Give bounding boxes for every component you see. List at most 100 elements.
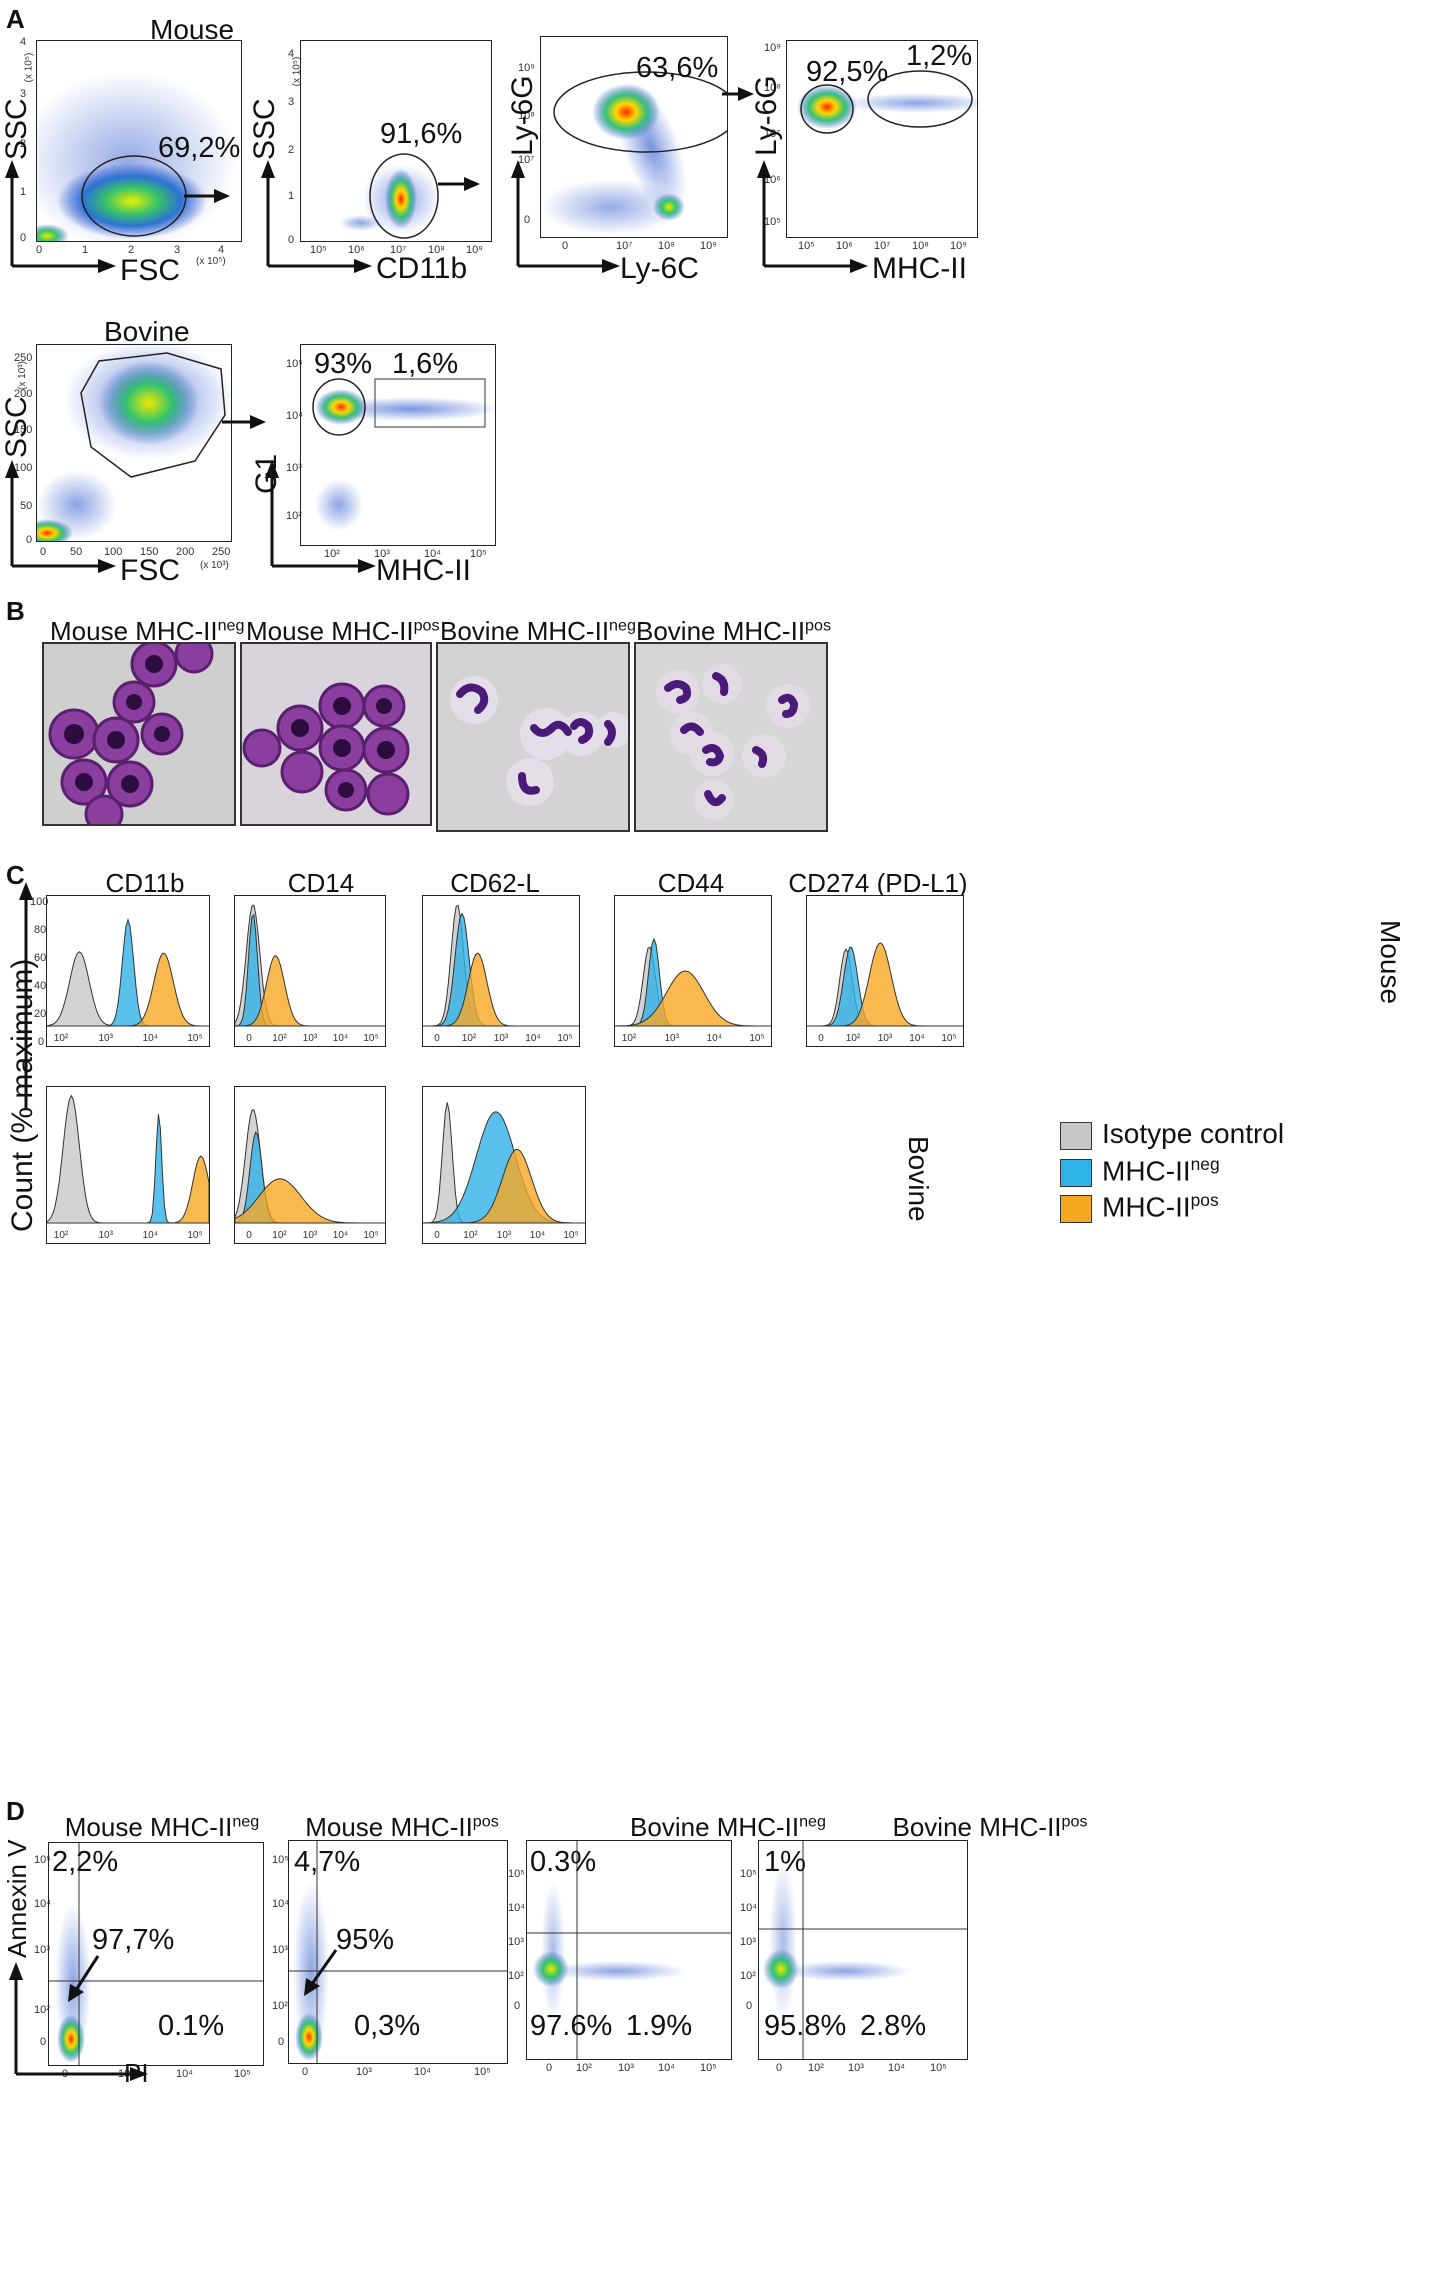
hist-xtick: 10⁵ (187, 1230, 202, 1241)
d-plot-4 (758, 1840, 968, 2060)
d1-ll: 97,7% (92, 1924, 175, 1956)
a-scatter-4 (797, 70, 977, 134)
d-title-4: Bovine MHC-IIpos (892, 1812, 1088, 1842)
d1-ytick-3: 10³ (34, 1944, 50, 1956)
hist-xtick: 10³ (303, 1230, 318, 1241)
hist-xtick: 10⁵ (749, 1033, 764, 1044)
a-scatter-5 (37, 345, 231, 541)
a2-ytick-3: 3 (288, 96, 295, 108)
hist-peak-bovine-cd11b-2 (47, 1155, 209, 1224)
hist-xtick: 10² (622, 1033, 637, 1044)
a1-ytick-4: 4 (20, 36, 27, 48)
d3-xtick-4: 10⁵ (700, 2062, 717, 2074)
b-cells-2 (242, 682, 410, 816)
a1-ylabel: SSC (0, 98, 33, 160)
a6-ytick-0: 10² (286, 510, 302, 522)
d1-ytick-4: 10⁴ (34, 1898, 51, 1910)
b-micrograph-bovine-pos (634, 642, 828, 832)
d3-lr: 1.9% (626, 2010, 693, 2042)
d-scatter-4 (759, 1841, 967, 2059)
d3-xtick-0: 0 (546, 2062, 553, 2074)
a5-ytick-4: 200 (14, 388, 33, 400)
a5-arrows (5, 415, 266, 573)
a6-xlabel: MHC-II (376, 554, 471, 587)
c-ytick-80: 80 (34, 924, 47, 936)
a5-xtick-5: 250 (212, 546, 231, 558)
hist-peak-mouse-cd62-l-0 (423, 904, 579, 1027)
hist-peak-mouse-cd274-pd-l1--2 (807, 942, 963, 1027)
d4-ll: 95.8% (764, 2010, 847, 2042)
d4-ytick-4: 10⁴ (740, 1902, 757, 1914)
hist-xtick: 10⁴ (530, 1230, 545, 1241)
hist-xtick: 10⁵ (557, 1033, 572, 1044)
d4-ytick-2: 10² (740, 1970, 756, 1982)
a1-gate-pct: 69,2% (158, 132, 241, 164)
d4-xtick-0: 0 (776, 2062, 783, 2074)
a6-xtick-3: 10⁵ (470, 548, 487, 560)
d4-ytick-0: 0 (746, 2000, 753, 2012)
a2-ytick-1: 1 (288, 190, 295, 202)
a2-xtick-4: 10⁹ (466, 244, 483, 256)
hist-peak-mouse-cd14-2 (235, 955, 385, 1027)
d4-xtick-3: 10⁴ (888, 2062, 905, 2074)
a2-ytick-2: 2 (288, 144, 295, 156)
a-bovine-mhc-plot (300, 344, 496, 546)
a2-xtick-3: 10⁸ (428, 244, 445, 256)
a2-ylabel: SSC (248, 98, 281, 160)
a3-xtick-0: 0 (562, 240, 569, 252)
a6-xtick-2: 10⁴ (424, 548, 441, 560)
c-ytick-100: 100 (30, 896, 49, 908)
hist-xtick: 0 (434, 1033, 440, 1044)
a-bovine-fsc-ssc-plot (36, 344, 232, 542)
c-marker-title-3: CD62-L (450, 868, 540, 898)
hist-xtick: 0 (818, 1033, 824, 1044)
d3-ytick-4: 10⁴ (508, 1902, 525, 1914)
legend-swatch-isotype (1060, 1121, 1092, 1150)
a1-ytick-3: 3 (20, 88, 27, 100)
panel-letter-b: B (6, 596, 25, 626)
hist-xtick: 10⁴ (333, 1230, 348, 1241)
a3-ylabel: Ly-6G (506, 75, 539, 156)
a5-xtick-3: 150 (140, 546, 159, 558)
d-title-3: Bovine MHC-IIneg (630, 1812, 826, 1842)
c-marker-title-1: CD11b (105, 868, 185, 898)
a1-xlabel: FSC (120, 254, 180, 287)
a2-xtick-1: 10⁶ (348, 244, 365, 256)
d2-xtick-3: 10⁵ (474, 2066, 491, 2078)
a1-ytick-1: 1 (20, 186, 27, 198)
a3-xtick-3: 10⁹ (700, 240, 717, 252)
d2-xtick-0: 0 (302, 2066, 309, 2078)
a5-xtick-0: 0 (40, 546, 47, 558)
hist-peak-mouse-cd11b-2 (47, 952, 209, 1027)
d2-xtick-1: 10³ (356, 2066, 372, 2078)
hist-xtick: 10⁵ (363, 1033, 378, 1044)
hist-xtick: 10³ (303, 1033, 318, 1044)
a2-arrows (261, 160, 480, 273)
c-hist-mouse-cd11b: 10² 10³ 10⁴ 10⁵ (46, 895, 210, 1047)
c-hist-mouse-cd14: 0 10² 10³ 10⁴ 10⁵ (234, 895, 386, 1047)
a-scatter-6 (312, 378, 495, 531)
panel-letter-c: C (6, 860, 25, 890)
a6-arrows (265, 460, 376, 573)
a3-arrows (511, 87, 754, 273)
d2-pointer-arrow (304, 1949, 338, 1996)
c-legend-pos: MHC-IIpos (1060, 1190, 1219, 1223)
a5-xlabel: FSC (120, 554, 180, 587)
d1-ul: 2,2% (52, 1846, 119, 1878)
d3-xtick-3: 10⁴ (658, 2062, 675, 2074)
a5-ytick-1: 50 (20, 500, 33, 512)
c-ytick-20: 20 (34, 1008, 47, 1020)
d2-ytick-2: 10² (272, 2000, 288, 2012)
b-cells-1 (48, 644, 214, 824)
hist-xtick: 10⁵ (941, 1033, 956, 1044)
d2-ul: 4,7% (294, 1846, 361, 1878)
b-title-4: Bovine MHC-IIpos (636, 616, 832, 646)
c-hist-mouse-cd62l: 0 10² 10³ 10⁴ 10⁵ (422, 895, 580, 1047)
d2-ytick-0: 0 (278, 2036, 285, 2048)
a4-ylabel: Ly-6G (750, 75, 783, 156)
d3-xtick-1: 10² (576, 2062, 592, 2074)
mouse-title: Mouse (150, 14, 235, 45)
hist-xtick: 10² (54, 1230, 69, 1241)
c-legend-isotype: Isotype control (1060, 1118, 1284, 1150)
hist-xtick: 10² (272, 1033, 287, 1044)
